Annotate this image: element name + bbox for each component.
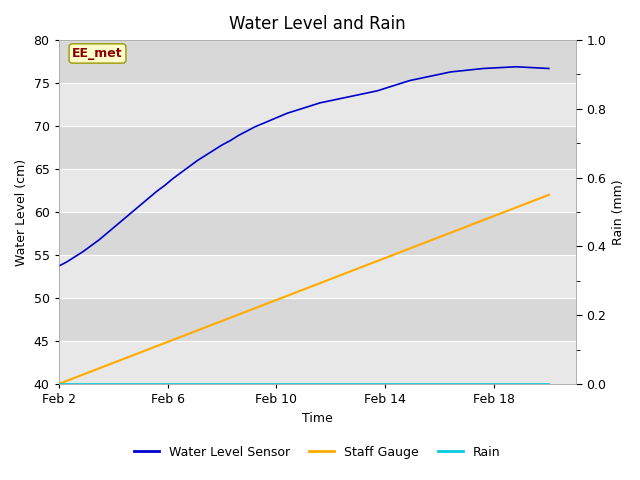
Legend: Water Level Sensor, Staff Gauge, Rain: Water Level Sensor, Staff Gauge, Rain (129, 441, 506, 464)
Text: EE_met: EE_met (72, 47, 123, 60)
Bar (59, 169, 576, 212)
Y-axis label: Water Level (cm): Water Level (cm) (15, 158, 28, 265)
Bar (59, 341, 576, 384)
Bar (59, 40, 576, 83)
Y-axis label: Rain (mm): Rain (mm) (612, 179, 625, 245)
Bar (59, 212, 576, 255)
Bar (59, 298, 576, 341)
Bar (59, 126, 576, 169)
X-axis label: Time: Time (302, 411, 333, 425)
Bar (59, 255, 576, 298)
Bar (59, 83, 576, 126)
Title: Water Level and Rain: Water Level and Rain (229, 15, 406, 33)
